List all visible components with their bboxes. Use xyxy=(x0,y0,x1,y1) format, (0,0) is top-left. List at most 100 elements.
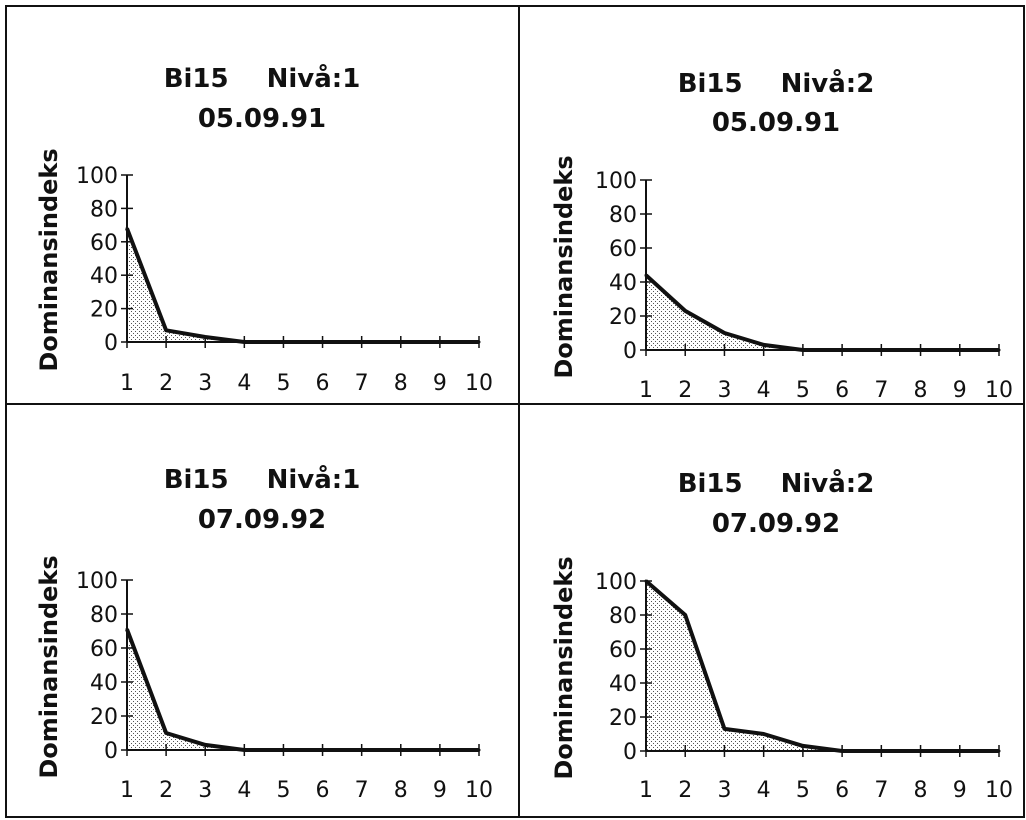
data-point xyxy=(477,340,481,344)
data-point xyxy=(164,731,168,735)
data-point xyxy=(801,744,805,748)
data-point xyxy=(840,348,844,352)
chart-title-line2: 05.09.91 xyxy=(712,108,840,138)
area-fill xyxy=(646,275,999,350)
chart-title-line2: 07.09.92 xyxy=(198,505,326,535)
x-tick-label: 1 xyxy=(639,378,653,403)
y-tick-label: 40 xyxy=(90,264,118,289)
data-point xyxy=(281,748,285,752)
data-point xyxy=(722,727,726,731)
data-point xyxy=(321,748,325,752)
chart-title-site: Bi15 xyxy=(164,465,229,495)
panel-divider-horizontal xyxy=(5,403,1025,405)
data-point xyxy=(762,732,766,736)
x-tick-label: 9 xyxy=(433,778,447,803)
y-tick-label: 40 xyxy=(609,271,637,296)
y-tick-label: 60 xyxy=(609,237,637,262)
y-tick-label: 80 xyxy=(609,604,637,629)
area-fill xyxy=(127,228,479,342)
y-tick-label: 0 xyxy=(104,739,118,764)
data-point xyxy=(919,348,923,352)
data-point xyxy=(242,340,246,344)
data-point xyxy=(125,226,129,230)
outer-border xyxy=(5,5,1025,818)
x-tick-label: 2 xyxy=(159,778,173,803)
y-tick-label: 80 xyxy=(609,203,637,228)
data-point xyxy=(203,335,207,339)
x-tick-label: 10 xyxy=(465,371,493,396)
y-axis-label: Dominansindeks xyxy=(35,555,63,778)
y-axis-label: Dominansindeks xyxy=(35,148,63,371)
data-point xyxy=(242,748,246,752)
data-point xyxy=(801,348,805,352)
chart-panel-1: Bi15 Nivå:1 05.09.91 Dominansindeks 0 20 40 60 8… xyxy=(35,62,493,396)
data-point xyxy=(164,328,168,332)
x-tick-label: 2 xyxy=(678,778,692,803)
x-tick-label: 3 xyxy=(717,378,731,403)
series-line xyxy=(644,579,999,753)
y-axis-label: Dominansindeks xyxy=(550,155,578,378)
data-point xyxy=(879,348,883,352)
area-fill xyxy=(127,629,479,750)
y-tick-label: 100 xyxy=(76,164,118,189)
chart-title-line1: Bi15 Nivå:1 xyxy=(164,62,361,94)
area-fill xyxy=(646,581,999,751)
y-tick-label: 80 xyxy=(90,603,118,628)
x-tick-label: 3 xyxy=(717,778,731,803)
x-tick-label: 6 xyxy=(835,778,849,803)
x-tick-label: 4 xyxy=(757,778,771,803)
data-point xyxy=(438,748,442,752)
chart-panel-3: Bi15 Nivå:1 07.09.92 Dominansindeks 0 20 40 60 8… xyxy=(35,463,493,803)
data-point xyxy=(281,340,285,344)
x-tick-label: 3 xyxy=(198,371,212,396)
x-tick-label: 9 xyxy=(953,378,967,403)
data-point xyxy=(438,340,442,344)
chart-title-level: Nivå:2 xyxy=(781,467,875,499)
x-tick-label: 8 xyxy=(914,378,928,403)
x-tick-label: 8 xyxy=(394,778,408,803)
data-point xyxy=(477,748,481,752)
y-tick-label: 100 xyxy=(76,569,118,594)
data-point xyxy=(399,340,403,344)
x-tick-label: 2 xyxy=(678,378,692,403)
y-tick-label: 0 xyxy=(623,339,637,364)
x-tick-label: 2 xyxy=(159,371,173,396)
series-line xyxy=(644,273,999,352)
chart-title-site: Bi15 xyxy=(678,469,743,499)
data-point xyxy=(958,348,962,352)
x-tick-label: 5 xyxy=(796,378,810,403)
data-point xyxy=(722,331,726,335)
x-tick-label: 7 xyxy=(355,778,369,803)
chart-title-level: Nivå:1 xyxy=(267,463,361,495)
x-tick-label: 3 xyxy=(198,778,212,803)
y-tick-label: 80 xyxy=(90,197,118,222)
data-point xyxy=(321,340,325,344)
y-tick-label: 100 xyxy=(595,169,637,194)
data-point xyxy=(683,309,687,313)
x-tick-label: 7 xyxy=(355,371,369,396)
chart-title-site: Bi15 xyxy=(678,69,743,99)
x-tick-label: 8 xyxy=(914,778,928,803)
y-tick-label: 60 xyxy=(90,231,118,256)
data-point xyxy=(644,579,648,583)
data-point xyxy=(644,273,648,277)
chart-panel-2: Bi15 Nivå:2 05.09.91 Dominansindeks 0 20 40 60 8… xyxy=(550,67,1013,403)
x-tick-label: 1 xyxy=(120,778,134,803)
x-tick-label: 4 xyxy=(237,778,251,803)
x-tick-label: 9 xyxy=(953,778,967,803)
data-point xyxy=(958,749,962,753)
x-tick-label: 6 xyxy=(316,778,330,803)
y-tick-label: 20 xyxy=(90,298,118,323)
chart-title-level: Nivå:1 xyxy=(267,62,361,94)
data-point xyxy=(203,743,207,747)
data-point xyxy=(879,749,883,753)
y-tick-label: 0 xyxy=(104,331,118,356)
chart-title-line2: 07.09.92 xyxy=(712,509,840,539)
y-tick-label: 60 xyxy=(90,637,118,662)
y-tick-label: 20 xyxy=(609,305,637,330)
y-axis-label: Dominansindeks xyxy=(550,556,578,779)
chart-title-line1: Bi15 Nivå:1 xyxy=(164,463,361,495)
chart-title-line2: 05.09.91 xyxy=(198,104,326,134)
chart-panel-4: Bi15 Nivå:2 07.09.92 Dominansindeks 0 20 40 60 8… xyxy=(550,467,1013,803)
